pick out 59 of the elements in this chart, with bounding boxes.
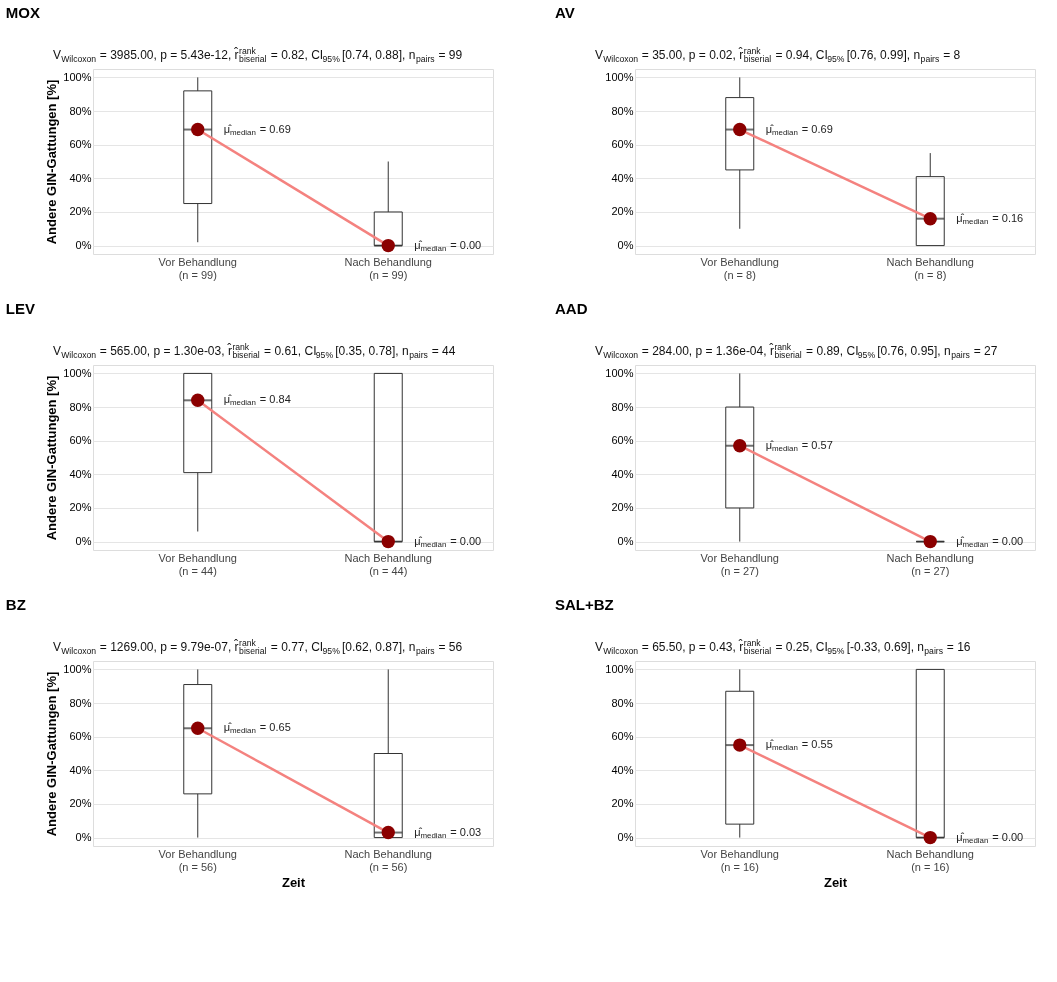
- y-tick-label: 80%: [69, 400, 92, 413]
- x-axis-title: Zeit: [281, 874, 306, 890]
- chart-title: AAD: [555, 300, 588, 317]
- y-tick-label: 40%: [611, 171, 634, 184]
- chart-title: BZ: [5, 596, 26, 613]
- y-tick-label: 40%: [69, 467, 92, 480]
- y-tick-label: 0%: [617, 239, 634, 252]
- y-tick-label: 20%: [611, 501, 634, 514]
- x-tick-label: Nach Behandlung (n = 44): [344, 551, 432, 577]
- y-tick-label: 60%: [611, 138, 634, 151]
- y-tick-label: 60%: [69, 730, 92, 743]
- y-tick-label: 60%: [611, 730, 634, 743]
- y-tick-label: 80%: [69, 696, 92, 709]
- y-tick-label: 100%: [605, 366, 634, 379]
- x-tick-label: Nach Behandlung (n = 99): [344, 255, 432, 281]
- y-tick-label: 100%: [63, 662, 92, 675]
- y-tick-label: 0%: [617, 831, 634, 844]
- y-tick-label: 100%: [605, 70, 634, 83]
- x-tick-label: Vor Behandlung (n = 56): [158, 847, 237, 873]
- y-tick-label: 80%: [611, 400, 634, 413]
- y-axis-title: Andere GIN-Gattungen [%]: [44, 375, 60, 541]
- y-tick-label: 40%: [611, 763, 634, 776]
- x-tick-label: Vor Behandlung (n = 27): [700, 551, 779, 577]
- y-tick-label: 60%: [69, 138, 92, 151]
- y-axis-title: Andere GIN-Gattungen [%]: [44, 671, 60, 837]
- chart-title: MOX: [5, 4, 41, 21]
- y-tick-label: 0%: [75, 239, 92, 252]
- chart-title: SAL+BZ: [555, 596, 614, 613]
- y-tick-label: 40%: [611, 467, 634, 480]
- y-tick-label: 40%: [69, 171, 92, 184]
- y-tick-label: 20%: [611, 205, 634, 218]
- y-tick-label: 0%: [75, 831, 92, 844]
- x-axis-title: Zeit: [823, 874, 848, 890]
- y-tick-label: 0%: [617, 535, 634, 548]
- y-tick-label: 80%: [69, 104, 92, 117]
- y-tick-label: 20%: [69, 797, 92, 810]
- y-tick-label: 20%: [69, 205, 92, 218]
- y-tick-label: 100%: [605, 662, 634, 675]
- chart-title: LEV: [5, 300, 36, 317]
- x-tick-label: Nach Behandlung (n = 16): [886, 847, 974, 873]
- x-tick-label: Nach Behandlung (n = 56): [344, 847, 432, 873]
- y-tick-label: 100%: [63, 70, 92, 83]
- y-tick-label: 60%: [69, 434, 92, 447]
- y-tick-label: 80%: [611, 104, 634, 117]
- y-tick-label: 60%: [611, 434, 634, 447]
- x-tick-label: Vor Behandlung (n = 16): [700, 847, 779, 873]
- y-axis-title: Andere GIN-Gattungen [%]: [44, 79, 60, 245]
- x-tick-label: Nach Behandlung (n = 27): [886, 551, 974, 577]
- y-tick-label: 20%: [69, 501, 92, 514]
- y-tick-label: 0%: [75, 535, 92, 548]
- y-tick-label: 80%: [611, 696, 634, 709]
- chart-title: AV: [555, 4, 575, 21]
- x-tick-label: Vor Behandlung (n = 44): [158, 551, 237, 577]
- y-tick-label: 100%: [63, 366, 92, 379]
- x-tick-label: Vor Behandlung (n = 8): [700, 255, 779, 281]
- x-tick-label: Vor Behandlung (n = 99): [158, 255, 237, 281]
- y-tick-label: 20%: [611, 797, 634, 810]
- x-tick-label: Nach Behandlung (n = 8): [886, 255, 974, 281]
- y-tick-label: 40%: [69, 763, 92, 776]
